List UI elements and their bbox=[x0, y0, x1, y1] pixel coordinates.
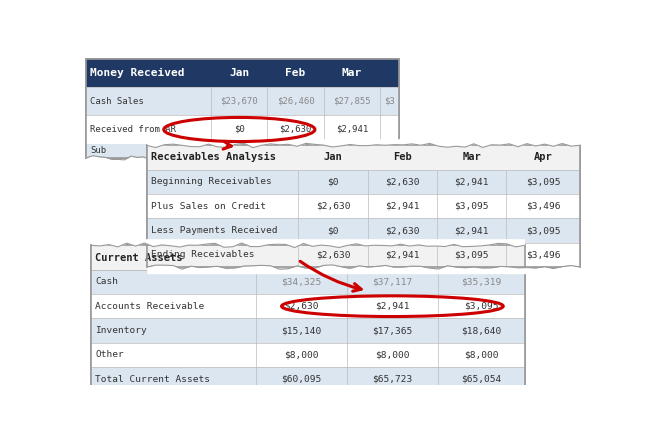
FancyBboxPatch shape bbox=[91, 270, 525, 294]
Text: $8,000: $8,000 bbox=[284, 350, 318, 359]
Text: $2,941: $2,941 bbox=[375, 302, 410, 311]
Text: Jan: Jan bbox=[324, 152, 343, 162]
Text: $23,670: $23,670 bbox=[220, 97, 258, 106]
FancyBboxPatch shape bbox=[86, 115, 398, 144]
Text: $3,496: $3,496 bbox=[526, 202, 560, 211]
Text: $3,095: $3,095 bbox=[454, 250, 489, 259]
Text: Current Assets: Current Assets bbox=[96, 252, 183, 262]
Text: Beginning Receivables: Beginning Receivables bbox=[151, 178, 272, 186]
Text: Jan: Jan bbox=[229, 68, 250, 78]
Text: $27,855: $27,855 bbox=[333, 97, 370, 106]
FancyBboxPatch shape bbox=[147, 194, 580, 218]
FancyBboxPatch shape bbox=[86, 87, 398, 115]
Text: Receivables Analysis: Receivables Analysis bbox=[151, 152, 276, 162]
FancyBboxPatch shape bbox=[147, 170, 580, 194]
Text: $8,000: $8,000 bbox=[375, 350, 410, 359]
Text: Ending Receivables: Ending Receivables bbox=[151, 250, 254, 259]
Text: $3,095: $3,095 bbox=[526, 226, 560, 235]
FancyBboxPatch shape bbox=[147, 218, 580, 242]
FancyBboxPatch shape bbox=[91, 294, 525, 318]
Text: $3: $3 bbox=[384, 97, 395, 106]
Text: Feb: Feb bbox=[285, 68, 306, 78]
Text: $65,054: $65,054 bbox=[461, 375, 501, 384]
Text: $2,941: $2,941 bbox=[335, 125, 368, 134]
Text: $2,630: $2,630 bbox=[284, 302, 318, 311]
Text: $15,140: $15,140 bbox=[281, 326, 322, 335]
Text: $34,325: $34,325 bbox=[281, 278, 322, 286]
Text: $60,095: $60,095 bbox=[281, 375, 322, 384]
Text: Accounts Receivable: Accounts Receivable bbox=[96, 302, 205, 311]
Text: $2,941: $2,941 bbox=[385, 202, 420, 211]
Text: $37,117: $37,117 bbox=[372, 278, 413, 286]
Text: Money Received: Money Received bbox=[90, 68, 185, 78]
FancyBboxPatch shape bbox=[86, 144, 398, 158]
Text: $0: $0 bbox=[234, 125, 244, 134]
Text: Sub: Sub bbox=[90, 146, 107, 155]
FancyBboxPatch shape bbox=[86, 58, 398, 158]
Text: $3,095: $3,095 bbox=[454, 202, 489, 211]
FancyBboxPatch shape bbox=[147, 242, 580, 267]
Text: Plus Sales on Credit: Plus Sales on Credit bbox=[151, 202, 266, 211]
Text: $65,723: $65,723 bbox=[372, 375, 413, 384]
Text: Less Payments Received: Less Payments Received bbox=[151, 226, 278, 235]
FancyBboxPatch shape bbox=[147, 145, 580, 267]
Text: $2,630: $2,630 bbox=[316, 250, 350, 259]
Text: Total Current Assets: Total Current Assets bbox=[96, 375, 211, 384]
FancyBboxPatch shape bbox=[147, 145, 580, 170]
Text: $0: $0 bbox=[327, 178, 339, 186]
Text: $2,941: $2,941 bbox=[454, 178, 489, 186]
Text: Received from AR: Received from AR bbox=[90, 125, 176, 134]
FancyBboxPatch shape bbox=[91, 246, 525, 270]
Text: $0: $0 bbox=[327, 226, 339, 235]
Text: $3,095: $3,095 bbox=[464, 302, 499, 311]
Text: $18,640: $18,640 bbox=[461, 326, 501, 335]
FancyBboxPatch shape bbox=[91, 367, 525, 391]
Text: Cash: Cash bbox=[96, 278, 118, 286]
Text: Mar: Mar bbox=[342, 68, 362, 78]
Text: $2,941: $2,941 bbox=[385, 250, 420, 259]
FancyBboxPatch shape bbox=[91, 318, 525, 343]
FancyBboxPatch shape bbox=[91, 246, 525, 391]
Text: $2,941: $2,941 bbox=[454, 226, 489, 235]
Text: $2,630: $2,630 bbox=[385, 226, 420, 235]
Text: Cash Sales: Cash Sales bbox=[90, 97, 144, 106]
Text: $3,496: $3,496 bbox=[526, 250, 560, 259]
Text: $3,095: $3,095 bbox=[526, 178, 560, 186]
Text: Feb: Feb bbox=[393, 152, 411, 162]
Text: $2,630: $2,630 bbox=[280, 125, 311, 134]
Text: Inventory: Inventory bbox=[96, 326, 147, 335]
Text: $8,000: $8,000 bbox=[464, 350, 499, 359]
Text: $17,365: $17,365 bbox=[372, 326, 413, 335]
Text: $26,460: $26,460 bbox=[277, 97, 315, 106]
Text: Other: Other bbox=[96, 350, 124, 359]
Text: Apr: Apr bbox=[534, 152, 552, 162]
Text: $35,319: $35,319 bbox=[461, 278, 501, 286]
FancyBboxPatch shape bbox=[86, 58, 398, 87]
Text: $2,630: $2,630 bbox=[385, 178, 420, 186]
FancyBboxPatch shape bbox=[91, 343, 525, 367]
Text: Mar: Mar bbox=[462, 152, 481, 162]
Text: $2,630: $2,630 bbox=[316, 202, 350, 211]
